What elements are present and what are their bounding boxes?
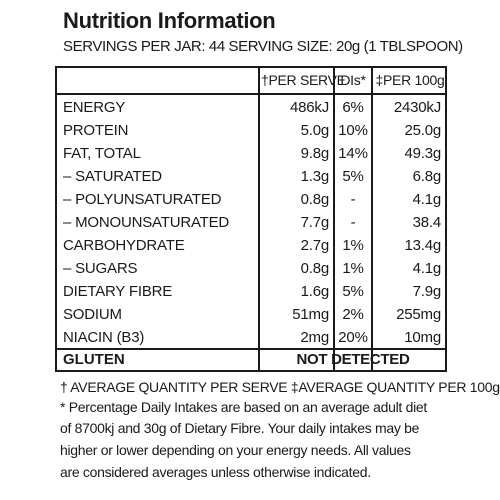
table-row: – SUGARS 0.8g 1% 4.1g [57, 258, 445, 281]
table-header-row: †PER SERVE DIs* ‡PER 100g [57, 68, 445, 95]
per-serve-value: 0.8g [300, 260, 330, 277]
table-row: FAT, TOTAL 9.8g 14% 49.3g [57, 143, 445, 166]
daily-intake-value: - [350, 214, 356, 231]
daily-intake-value: 1% [342, 237, 364, 254]
per-100g-value: 6.8g [412, 168, 442, 185]
nutrient-name: – MONOUNSATURATED [63, 214, 230, 231]
nutrient-name: DIETARY FIBRE [63, 283, 173, 300]
per-100g-value: 38.4 [412, 214, 442, 231]
gluten-value: NOT DETECTED [296, 351, 410, 368]
daily-intake-value: 2% [342, 306, 364, 323]
per-serve-value: 5.0g [300, 122, 330, 139]
servings-info: SERVINGS PER JAR: 44 SERVING SIZE: 20g (… [63, 38, 463, 55]
per-100g-value: 2430kJ [393, 99, 441, 116]
gluten-label: GLUTEN [63, 351, 125, 368]
nutrient-name: NIACIN (B3) [63, 329, 145, 346]
header-per-100g: ‡PER 100g [375, 72, 445, 88]
nutrient-name: – SUGARS [63, 260, 138, 277]
per-serve-value: 486kJ [289, 99, 329, 116]
column-divider [258, 350, 260, 370]
per-serve-value: 7.7g [300, 214, 330, 231]
daily-intake-value: 14% [338, 145, 368, 162]
per-serve-value: 1.3g [300, 168, 330, 185]
per-100g-value: 255mg [396, 306, 441, 323]
per-serve-value: 9.8g [300, 145, 330, 162]
nutrient-name: – SATURATED [63, 168, 162, 185]
per-serve-value: 0.8g [300, 191, 330, 208]
daily-intake-value: 1% [342, 260, 364, 277]
nutrient-name: FAT, TOTAL [63, 145, 141, 162]
daily-intake-value: 20% [338, 329, 368, 346]
table-row: PROTEIN 5.0g 10% 25.0g [57, 120, 445, 143]
table-row: ENERGY 486kJ 6% 2430kJ [57, 97, 445, 120]
table-row: – SATURATED 1.3g 5% 6.8g [57, 166, 445, 189]
page-title: Nutrition Information [63, 8, 276, 33]
footnote-daily-intake: * Percentage Daily Intakes are based on … [60, 399, 427, 415]
nutrient-name: PROTEIN [63, 122, 129, 139]
per-serve-value: 51mg [292, 306, 329, 323]
per-100g-value: 4.1g [412, 260, 442, 277]
header-per-serve: †PER SERVE [261, 72, 346, 88]
per-serve-value: 2.7g [300, 237, 330, 254]
footnote-energy-needs: higher or lower depending on your energy… [60, 442, 411, 458]
footnote-averages: are considered averages unless otherwise… [60, 464, 371, 480]
nutrient-name: SODIUM [63, 306, 122, 323]
daily-intake-value: - [350, 191, 356, 208]
column-divider [258, 68, 260, 370]
table-row: DIETARY FIBRE 1.6g 5% 7.9g [57, 281, 445, 304]
per-100g-value: 10mg [404, 329, 441, 346]
daily-intake-value: 6% [342, 99, 364, 116]
table-row: – POLYUNSATURATED 0.8g - 4.1g [57, 189, 445, 212]
per-100g-value: 49.3g [404, 145, 441, 162]
footnote-average-quantity: † AVERAGE QUANTITY PER SERVE ‡AVERAGE QU… [60, 379, 500, 395]
gluten-row: GLUTEN NOT DETECTED [57, 348, 445, 370]
per-100g-value: 4.1g [412, 191, 442, 208]
footnote-daily-intake-cont: of 8700kj and 30g of Dietary Fibre. Your… [60, 420, 420, 436]
column-divider [371, 68, 373, 370]
table-row: SODIUM 51mg 2% 255mg [57, 304, 445, 327]
per-100g-value: 7.9g [412, 283, 442, 300]
nutrient-name: ENERGY [63, 99, 126, 116]
nutrient-name: – POLYUNSATURATED [63, 191, 222, 208]
nutrition-table: †PER SERVE DIs* ‡PER 100g ENERGY 486kJ 6… [55, 66, 447, 372]
per-100g-value: 13.4g [404, 237, 441, 254]
daily-intake-value: 5% [342, 168, 364, 185]
per-serve-value: 1.6g [300, 283, 330, 300]
table-row: CARBOHYDRATE 2.7g 1% 13.4g [57, 235, 445, 258]
table-row: – MONOUNSATURATED 7.7g - 38.4 [57, 212, 445, 235]
daily-intake-value: 5% [342, 283, 364, 300]
header-daily-intake: DIs* [340, 72, 366, 88]
column-divider [333, 68, 335, 370]
table-row: NIACIN (B3) 2mg 20% 10mg [57, 327, 445, 350]
nutrient-name: CARBOHYDRATE [63, 237, 185, 254]
per-serve-value: 2mg [300, 329, 329, 346]
per-100g-value: 25.0g [404, 122, 441, 139]
daily-intake-value: 10% [338, 122, 368, 139]
